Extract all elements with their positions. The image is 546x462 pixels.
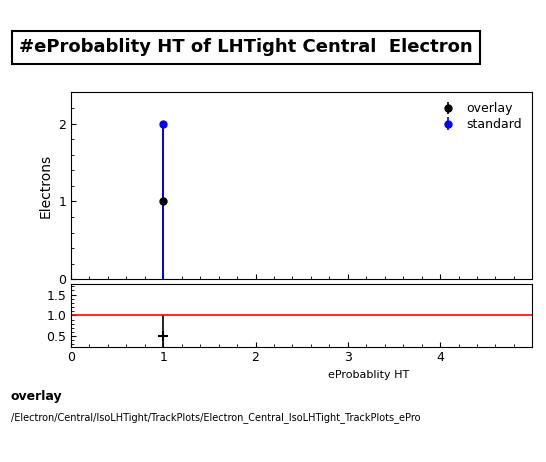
Y-axis label: Electrons: Electrons — [39, 154, 52, 218]
Text: /Electron/Central/IsoLHTight/TrackPlots/Electron_Central_IsoLHTight_TrackPlots_e: /Electron/Central/IsoLHTight/TrackPlots/… — [11, 412, 420, 423]
Text: #eProbablity HT of LHTight Central  Electron: #eProbablity HT of LHTight Central Elect… — [19, 38, 472, 56]
Text: overlay: overlay — [11, 390, 63, 403]
Legend: overlay, standard: overlay, standard — [432, 99, 526, 134]
Text: eProbablity HT: eProbablity HT — [328, 370, 410, 380]
